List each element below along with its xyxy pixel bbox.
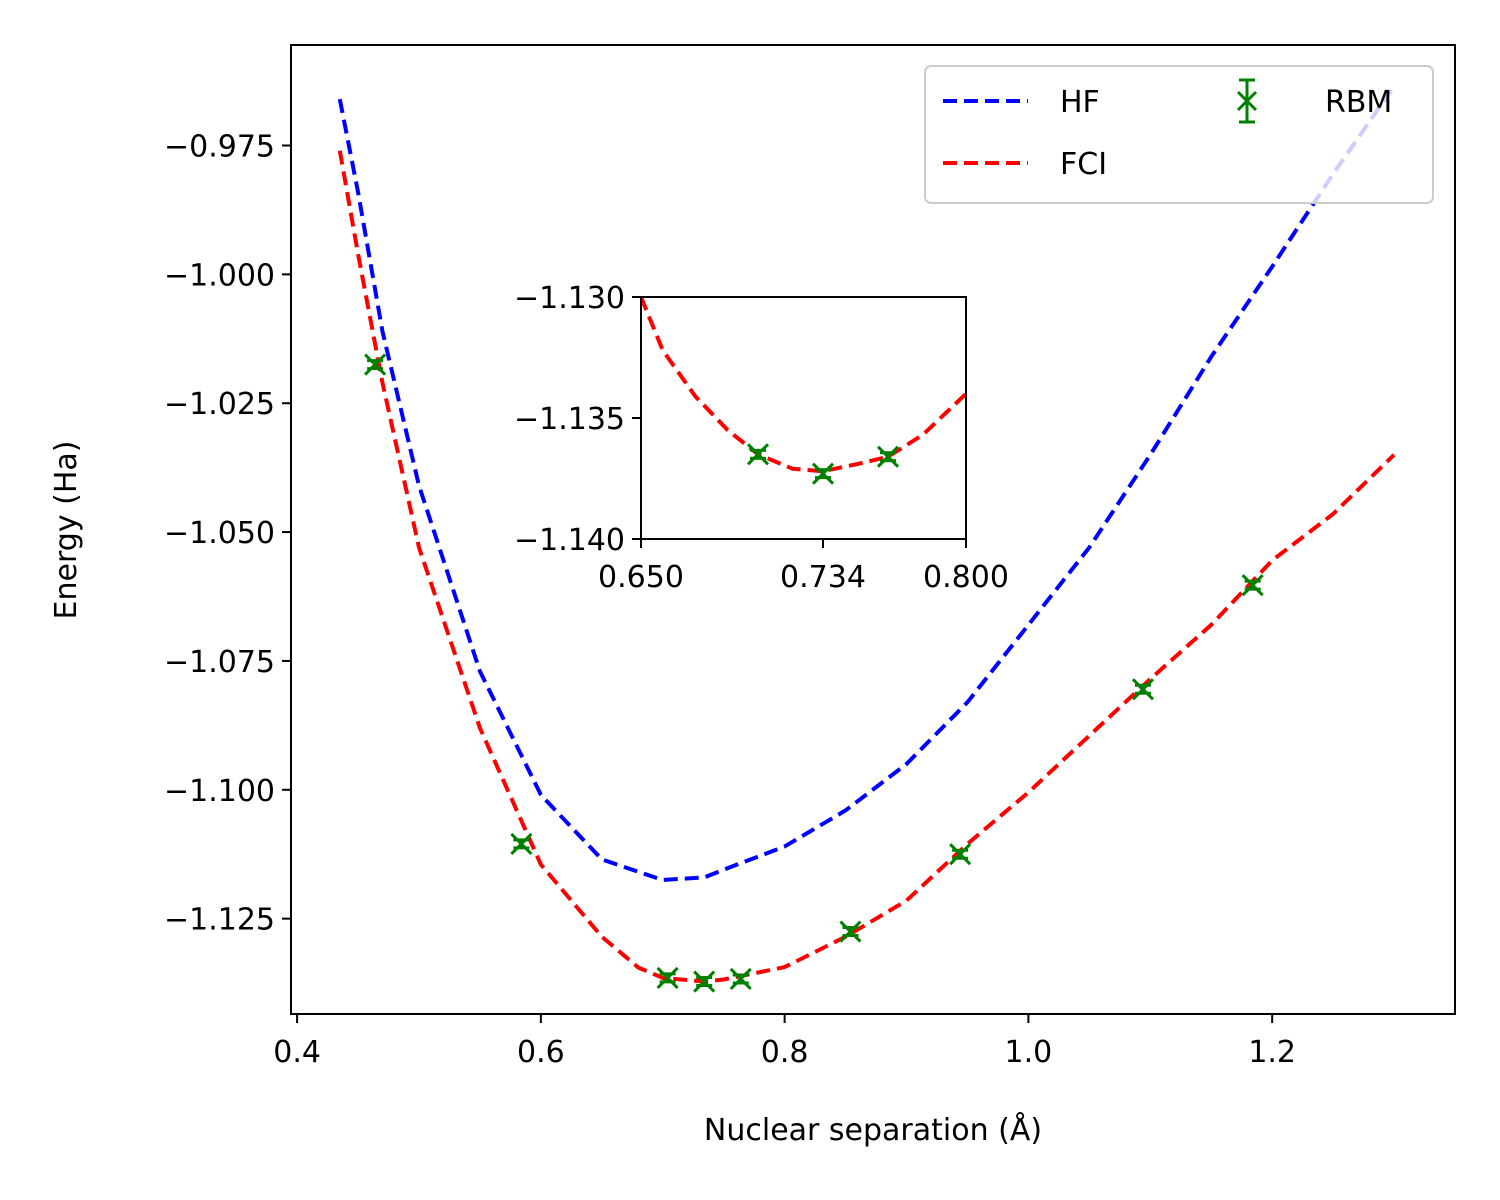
main-y-tick-label: −1.100	[164, 774, 275, 809]
main-y-tick-label: −1.075	[164, 645, 275, 680]
legend: HF FCI RBM	[924, 65, 1434, 204]
main-y-tick-label: −1.000	[164, 258, 275, 293]
main-rbm-point	[729, 967, 752, 991]
legend-fci-label: FCI	[1060, 147, 1107, 182]
main-x-tick-label: 1.0	[1005, 1035, 1053, 1070]
inset-x-ticks: 0.650 0.734 0.800	[598, 539, 1009, 595]
inset-y-tick-label: −1.130	[514, 281, 625, 316]
legend-rbm-label: RBM	[1325, 85, 1392, 120]
inset-y-tick-label: −1.140	[514, 523, 625, 558]
main-plot-frame	[290, 44, 1456, 1015]
main-hf-line	[337, 85, 1396, 883]
inset-x-tick-label: 0.650	[598, 560, 684, 595]
main-rbm-point	[1241, 574, 1264, 597]
inset-background	[641, 297, 966, 539]
main-rbm-point	[949, 843, 972, 866]
inset-rbm-point	[811, 462, 835, 485]
main-rbm-point	[693, 970, 716, 993]
inset-clip-group	[641, 297, 966, 485]
inset-rbm-point	[746, 443, 770, 466]
legend-hf-label: HF	[1060, 85, 1100, 120]
x-axis-label: Nuclear separation (Å)	[704, 1112, 1042, 1148]
legend-box	[924, 65, 1434, 204]
main-y-tick-label: −1.025	[164, 387, 275, 422]
main-y-tick-label: −1.125	[164, 903, 275, 938]
main-rbm-point	[839, 920, 862, 943]
inset-fci-line	[641, 297, 966, 474]
inset-y-tick-label: −1.135	[514, 402, 625, 437]
legend-rbm-marker	[1236, 78, 1258, 124]
main-plot-series	[337, 85, 1396, 993]
inset-x-tick-label: 0.734	[780, 560, 866, 595]
inset-x-tick-label: 0.800	[923, 560, 1009, 595]
main-x-ticks: 0.4 0.6 0.8 1.0 1.2	[273, 1014, 1296, 1070]
inset-y-ticks: −1.130 −1.135 −1.140	[514, 281, 641, 558]
main-fci-line	[337, 150, 1396, 984]
main-x-tick-label: 0.4	[273, 1035, 321, 1070]
main-plot-axes	[290, 44, 1456, 1015]
inset-rbm-point	[876, 445, 900, 468]
main-rbm-point	[510, 832, 533, 855]
main-x-tick-label: 0.8	[761, 1035, 809, 1070]
y-axis-label: Energy (Ha)	[49, 441, 84, 620]
main-rbm-point	[656, 966, 679, 989]
main-rbm-point	[1131, 678, 1155, 701]
main-y-tick-label: −0.975	[164, 130, 275, 165]
main-x-tick-label: 0.6	[517, 1035, 565, 1070]
inset-plot-series	[641, 297, 966, 485]
main-y-tick-label: −1.050	[164, 516, 275, 551]
main-clip-group	[337, 85, 1396, 993]
main-rbm-point	[364, 353, 387, 376]
main-x-tick-label: 1.2	[1248, 1035, 1296, 1070]
main-y-ticks: −0.975 −1.000 −1.025 −1.050 −1.075 −1.100 −1.1…	[164, 130, 291, 938]
inset-plot: 0.650 0.734 0.800 −1.130 −1.135 −1.140	[514, 281, 1009, 595]
